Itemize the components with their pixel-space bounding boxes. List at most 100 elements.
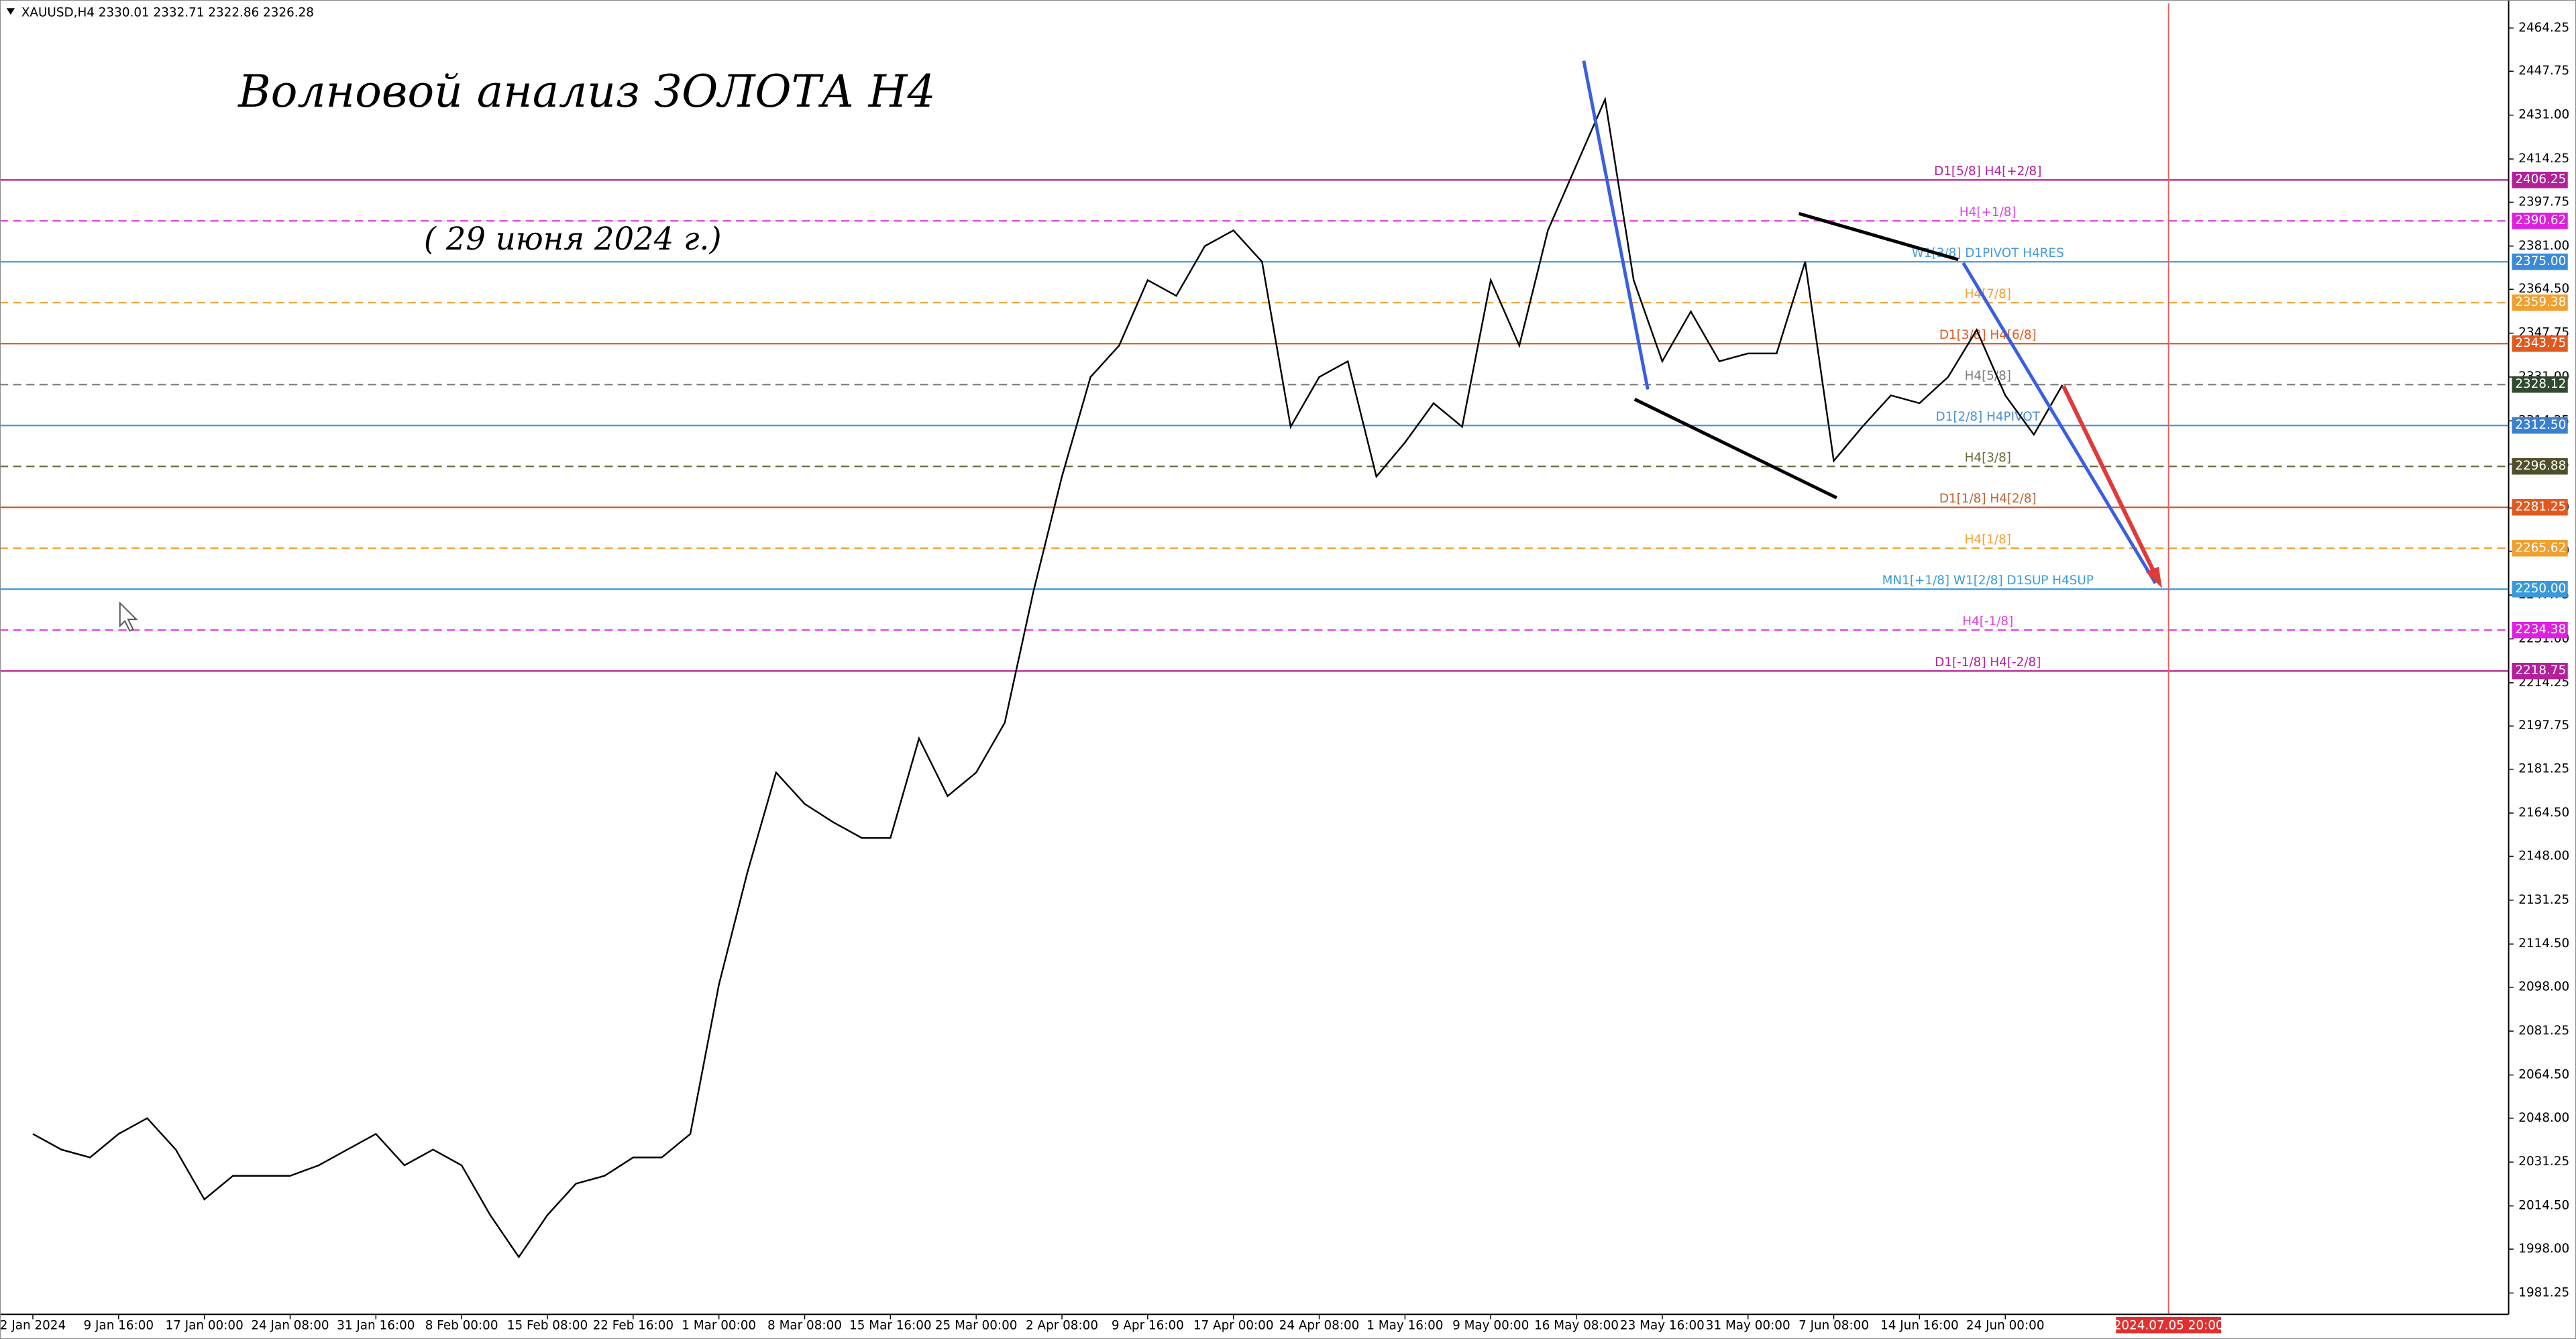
symbol-info: XAUUSD,H4 2330.01 2332.71 2322.86 2326.2… — [21, 6, 314, 20]
level-price-box — [2512, 580, 2568, 598]
y-tick-label: 2364.50 — [2518, 282, 2569, 296]
level-price-box — [2512, 621, 2568, 639]
x-tick-label: 24 Jan 08:00 — [251, 1318, 329, 1332]
chart-subtitle: ( 29 июня 2024 г.) — [424, 221, 722, 257]
y-tick-label: 2464.25 — [2518, 21, 2569, 35]
level-label: H4[-1/8] — [1962, 614, 2013, 629]
x-tick-label: 25 Mar 00:00 — [935, 1318, 1018, 1332]
level-label: D1[3/8] H4[6/8] — [1939, 328, 2037, 342]
level-price-label: 2375.00 — [2515, 254, 2566, 268]
x-tick-label: 24 Jun 00:00 — [1966, 1318, 2045, 1332]
x-tick-label: 8 Mar 08:00 — [767, 1318, 842, 1332]
level-price-label: 2406.25 — [2515, 172, 2566, 186]
y-tick-label: 2164.50 — [2518, 806, 2569, 820]
mouse-cursor — [119, 601, 138, 632]
y-tick-label: 1981.25 — [2518, 1285, 2569, 1299]
x-tick-label: 17 Apr 00:00 — [1193, 1318, 1274, 1332]
y-tick-label: 2064.50 — [2518, 1067, 2569, 1081]
x-tick-label: 22 Feb 16:00 — [593, 1318, 674, 1332]
y-tick-label: 2031.25 — [2518, 1155, 2569, 1169]
level-price-label: 2328.12 — [2515, 377, 2566, 391]
wave-line — [1962, 262, 2157, 584]
x-tick-label: 2 Jan 2024 — [0, 1318, 66, 1332]
level-label: H4[5/8] — [1965, 369, 2011, 383]
level-label: H4[7/8] — [1965, 287, 2011, 301]
y-tick-label: 2114.50 — [2518, 936, 2569, 951]
x-tick-label: 24 Apr 08:00 — [1279, 1318, 1360, 1332]
y-tick-label: 2397.75 — [2518, 195, 2569, 209]
x-tick-label: 2 Apr 08:00 — [1026, 1318, 1098, 1332]
level-label: D1[5/8] H4[+2/8] — [1934, 164, 2041, 178]
x-tick-label: 7 Jun 08:00 — [1799, 1318, 1869, 1332]
level-price-label: 2390.62 — [2515, 213, 2566, 227]
x-tick-label: 31 Jan 16:00 — [337, 1318, 415, 1332]
y-tick-label: 2014.50 — [2518, 1199, 2569, 1213]
x-tick-label: 17 Jan 00:00 — [166, 1318, 244, 1332]
level-price-label: 2234.38 — [2515, 623, 2566, 637]
level-price-label: 2296.88 — [2515, 459, 2566, 473]
y-tick-label: 2414.25 — [2518, 152, 2569, 166]
y-tick-label: 2148.00 — [2518, 849, 2569, 863]
y-tick-label: 2197.75 — [2518, 718, 2569, 733]
level-label: H4[+1/8] — [1960, 205, 2017, 219]
x-tick-label: 14 Jun 16:00 — [1880, 1318, 1959, 1332]
x-tick-label: 15 Feb 08:00 — [507, 1318, 588, 1332]
level-price-box — [2512, 171, 2568, 189]
y-tick-label: 2081.25 — [2518, 1024, 2569, 1038]
y-tick-label: 2431.00 — [2518, 108, 2569, 122]
level-price-label: 2312.50 — [2515, 418, 2566, 432]
y-tick-label: 2048.00 — [2518, 1111, 2569, 1125]
x-tick-label: 9 Apr 16:00 — [1112, 1318, 1184, 1332]
x-tick-label: 23 May 16:00 — [1620, 1318, 1705, 1332]
x-tick-label: 1 May 16:00 — [1366, 1318, 1443, 1332]
level-price-label: 2359.38 — [2515, 295, 2566, 309]
level-price-label: 2343.75 — [2515, 336, 2566, 350]
level-label: H4[1/8] — [1965, 533, 2011, 547]
x-tick-label: 1 Mar 00:00 — [682, 1318, 756, 1332]
time-marker-label: 2024.07.05 20:00 — [2114, 1318, 2224, 1332]
x-tick-label: 16 May 08:00 — [1534, 1318, 1619, 1332]
level-price-box — [2512, 294, 2568, 311]
y-tick-label: 2131.25 — [2518, 893, 2569, 907]
level-label: H4[3/8] — [1965, 451, 2011, 465]
x-tick-label: 31 May 00:00 — [1706, 1318, 1790, 1332]
level-label: D1[1/8] H4[2/8] — [1939, 492, 2037, 506]
wedge-line — [1798, 212, 1959, 262]
level-price-box — [2512, 458, 2568, 475]
menu-arrow — [6, 8, 15, 15]
arrow-head — [2145, 566, 2162, 588]
x-tick-label: 9 Jan 16:00 — [84, 1318, 154, 1332]
forecast-arrow — [2061, 385, 2157, 576]
level-label: D1[2/8] H4PIVOT — [1936, 410, 2041, 424]
level-price-box — [2512, 335, 2568, 352]
level-price-box — [2512, 540, 2568, 557]
level-label: MN1[+1/8] W1[2/8] D1SUP H4SUP — [1882, 574, 2094, 588]
levels: D1[5/8] H4[+2/8]H4[+1/8]W1[3/8] D1PIVOT … — [0, 164, 2509, 672]
level-price-box — [2512, 417, 2568, 434]
level-price-box — [2512, 376, 2568, 393]
level-price-label: 2281.25 — [2515, 500, 2566, 514]
y-tick-label: 2381.00 — [2518, 239, 2569, 253]
x-tick-label: 8 Feb 00:00 — [425, 1318, 498, 1332]
x-tick-label: 9 May 00:00 — [1452, 1318, 1529, 1332]
level-price-box — [2512, 498, 2568, 516]
y-tick-label: 1998.00 — [2518, 1242, 2569, 1256]
price-line — [32, 96, 2063, 1258]
level-price-box — [2512, 662, 2568, 680]
level-price-box — [2512, 253, 2568, 270]
level-price-box — [2512, 213, 2568, 229]
level-price-label: 2218.75 — [2515, 663, 2566, 678]
y-tick-label: 2098.00 — [2518, 980, 2569, 994]
time-marker-box — [2116, 1316, 2222, 1334]
x-tick-label: 15 Mar 16:00 — [849, 1318, 932, 1332]
y-tick-label: 2447.75 — [2518, 64, 2569, 78]
wedge-line — [1633, 397, 1838, 500]
wave-line — [1582, 60, 1650, 390]
axes: 2464.25 2447.75 2431.00 2414.25 2397.75 2381.… — [0, 21, 2569, 1334]
chart-title: Волновой анализ ЗОЛОТА Н4 — [237, 66, 935, 117]
level-price-label: 2265.62 — [2515, 541, 2566, 555]
level-price-label: 2250.00 — [2515, 582, 2566, 596]
y-tick-label: 2181.25 — [2518, 762, 2569, 776]
